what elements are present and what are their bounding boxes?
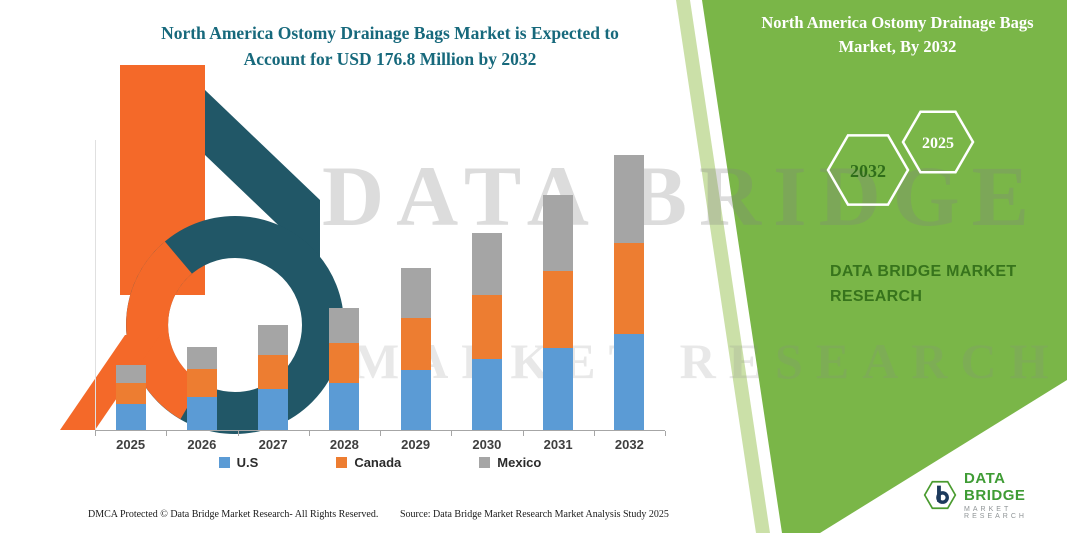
bar-segment-canada-2028 bbox=[329, 342, 360, 383]
chart-title: North America Ostomy Drainage Bags Marke… bbox=[130, 20, 650, 73]
bar-segment-canada-2029 bbox=[400, 318, 431, 371]
bar-group-2032: 2032 bbox=[594, 140, 665, 452]
bar-segment-us-2028 bbox=[329, 382, 360, 430]
x-axis-tick bbox=[308, 431, 310, 436]
side-panel-brand-line2: RESEARCH bbox=[830, 287, 923, 305]
bar-segment-us-2026 bbox=[186, 396, 217, 430]
bar-segment-us-2025 bbox=[115, 404, 146, 430]
footer-dmca-text: DMCA Protected © Data Bridge Market Rese… bbox=[88, 509, 379, 520]
dbmr-logo-name: DATA BRIDGE bbox=[964, 470, 1026, 504]
y-axis-line bbox=[95, 140, 96, 430]
stacked-bar-2032 bbox=[614, 155, 645, 430]
x-axis-tick bbox=[237, 431, 239, 436]
chart-title-line1: North America Ostomy Drainage Bags Marke… bbox=[161, 23, 619, 43]
bar-segment-mexico-2031 bbox=[543, 195, 574, 272]
bar-group-2030: 2030 bbox=[451, 140, 522, 452]
footer-source-text: Source: Data Bridge Market Research Mark… bbox=[400, 509, 669, 520]
stacked-bar-2029 bbox=[400, 267, 431, 430]
bar-segment-us-2030 bbox=[471, 359, 502, 430]
x-axis-label-2027: 2027 bbox=[258, 437, 288, 452]
x-axis-tick bbox=[593, 431, 595, 436]
stacked-bar-2028 bbox=[329, 307, 360, 430]
x-axis-tick bbox=[380, 431, 381, 436]
x-axis-tick bbox=[166, 431, 168, 436]
stacked-bar-2031 bbox=[543, 195, 574, 430]
legend-item-us: U.S bbox=[218, 455, 259, 470]
bar-segment-canada-2031 bbox=[543, 271, 574, 348]
bar-segment-us-2029 bbox=[400, 370, 431, 430]
bar-segment-mexico-2026 bbox=[186, 347, 217, 370]
side-panel-brand-line1: DATA BRIDGE MARKET bbox=[830, 263, 1017, 280]
bar-segment-canada-2027 bbox=[258, 354, 289, 389]
bar-group-2025: 2025 bbox=[95, 140, 166, 452]
x-axis-tick bbox=[522, 431, 524, 436]
logo-ribbon bbox=[205, 90, 320, 265]
x-axis-label-2026: 2026 bbox=[187, 437, 217, 452]
legend-label: Canada bbox=[354, 455, 402, 470]
hexagon-year-badges: 2032 2025 bbox=[805, 104, 990, 219]
logo-tail bbox=[60, 335, 160, 430]
stacked-bar-2025 bbox=[115, 365, 146, 430]
x-axis-line bbox=[95, 430, 666, 437]
side-panel-brand-text: DATA BRIDGE MARKET RESEARCH bbox=[830, 260, 1016, 310]
x-axis-label-2028: 2028 bbox=[329, 437, 359, 452]
legend-label: U.S bbox=[236, 455, 259, 470]
bar-segment-canada-2026 bbox=[186, 369, 217, 397]
x-axis-tick bbox=[95, 431, 96, 436]
legend-item-canada: Canada bbox=[336, 455, 401, 470]
dbmr-logo-icon bbox=[923, 480, 957, 510]
bar-group-2026: 2026 bbox=[166, 140, 237, 452]
stacked-bar-2026 bbox=[186, 347, 217, 430]
bar-segment-mexico-2028 bbox=[329, 307, 360, 343]
bar-segment-us-2031 bbox=[543, 347, 574, 430]
chart-legend: U.S Canada Mexico bbox=[95, 455, 665, 470]
stacked-bar-2030 bbox=[471, 232, 502, 430]
watermark-text-primary: DATA BRIDGE bbox=[322, 148, 1041, 244]
legend-swatch bbox=[218, 457, 230, 468]
x-axis-label-2025: 2025 bbox=[116, 437, 146, 452]
side-panel-title: North America Ostomy Drainage Bags Marke… bbox=[761, 13, 1034, 56]
x-axis-label-2029: 2029 bbox=[401, 437, 431, 452]
bar-group-2031: 2031 bbox=[523, 140, 594, 452]
bar-group-2027: 2027 bbox=[238, 140, 309, 452]
legend-swatch bbox=[336, 457, 348, 468]
legend-swatch bbox=[479, 457, 491, 468]
bar-segment-canada-2030 bbox=[471, 295, 502, 360]
bar-segment-mexico-2025 bbox=[115, 365, 146, 383]
chart-title-line2: Account for USD 176.8 Million by 2032 bbox=[243, 49, 537, 70]
stacked-bar-2027 bbox=[258, 325, 289, 430]
bar-segment-mexico-2032 bbox=[614, 155, 645, 244]
x-axis-label-2030: 2030 bbox=[472, 437, 502, 452]
bar-segment-mexico-2027 bbox=[258, 325, 289, 355]
bar-group-2028: 2028 bbox=[309, 140, 380, 452]
x-axis-tick bbox=[451, 431, 453, 436]
dbmr-watermark-logo bbox=[60, 65, 344, 434]
hexagon-2025-label: 2025 bbox=[922, 135, 954, 152]
hexagon-2032 bbox=[826, 134, 910, 206]
bar-segment-us-2027 bbox=[258, 388, 289, 430]
watermark-text-secondary: MARKET RESEARCH bbox=[352, 333, 1062, 389]
bar-segment-mexico-2029 bbox=[400, 267, 431, 319]
x-axis-label-2031: 2031 bbox=[543, 437, 573, 452]
bar-group-2029: 2029 bbox=[380, 140, 451, 452]
logo-ring-orange-arc bbox=[126, 241, 203, 420]
bar-segment-us-2032 bbox=[614, 333, 645, 430]
bar-segment-canada-2032 bbox=[614, 243, 645, 334]
bar-segment-canada-2025 bbox=[115, 383, 146, 404]
bar-segment-mexico-2030 bbox=[471, 232, 502, 296]
hexagon-2032-label: 2032 bbox=[850, 161, 886, 181]
dbmr-logo-tagline: MARKET RESEARCH bbox=[964, 506, 1027, 520]
x-axis-label-2032: 2032 bbox=[614, 437, 644, 452]
bar-chart-plot: 2025 2026 2027 2028 2029 2030 2031 2032 bbox=[95, 140, 665, 452]
legend-item-mexico: Mexico bbox=[479, 455, 541, 470]
hexagon-2025 bbox=[901, 110, 975, 174]
x-axis-tick bbox=[665, 431, 666, 436]
legend-label: Mexico bbox=[497, 455, 542, 470]
dbmr-logo: DATA BRIDGE MARKET RESEARCH bbox=[923, 470, 1067, 520]
